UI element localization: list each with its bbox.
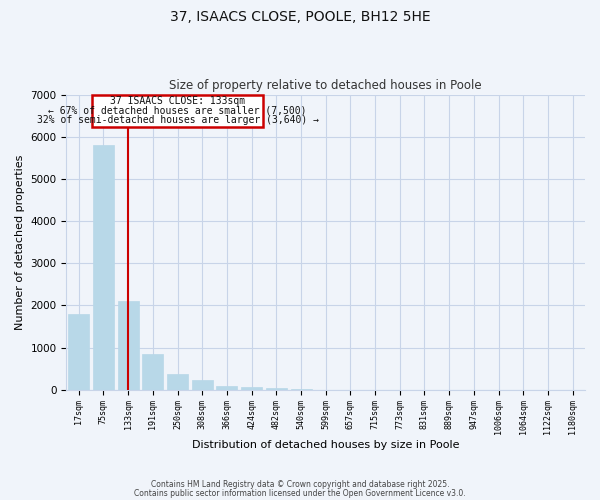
- Title: Size of property relative to detached houses in Poole: Size of property relative to detached ho…: [169, 79, 482, 92]
- Bar: [241, 387, 262, 390]
- Bar: [93, 145, 114, 390]
- Text: Contains public sector information licensed under the Open Government Licence v3: Contains public sector information licen…: [134, 488, 466, 498]
- Text: 37, ISAACS CLOSE, POOLE, BH12 5HE: 37, ISAACS CLOSE, POOLE, BH12 5HE: [170, 10, 430, 24]
- Bar: [118, 301, 139, 390]
- Text: 32% of semi-detached houses are larger (3,640) →: 32% of semi-detached houses are larger (…: [37, 115, 319, 125]
- Y-axis label: Number of detached properties: Number of detached properties: [15, 154, 25, 330]
- Text: Contains HM Land Registry data © Crown copyright and database right 2025.: Contains HM Land Registry data © Crown c…: [151, 480, 449, 489]
- Bar: [142, 354, 163, 390]
- Bar: [167, 374, 188, 390]
- Text: ← 67% of detached houses are smaller (7,500): ← 67% of detached houses are smaller (7,…: [48, 106, 307, 116]
- Bar: [192, 380, 213, 390]
- X-axis label: Distribution of detached houses by size in Poole: Distribution of detached houses by size …: [192, 440, 460, 450]
- Text: 37 ISAACS CLOSE: 133sqm: 37 ISAACS CLOSE: 133sqm: [110, 96, 245, 106]
- Bar: [266, 388, 287, 390]
- Bar: [217, 386, 238, 390]
- FancyBboxPatch shape: [92, 94, 263, 127]
- Bar: [68, 314, 89, 390]
